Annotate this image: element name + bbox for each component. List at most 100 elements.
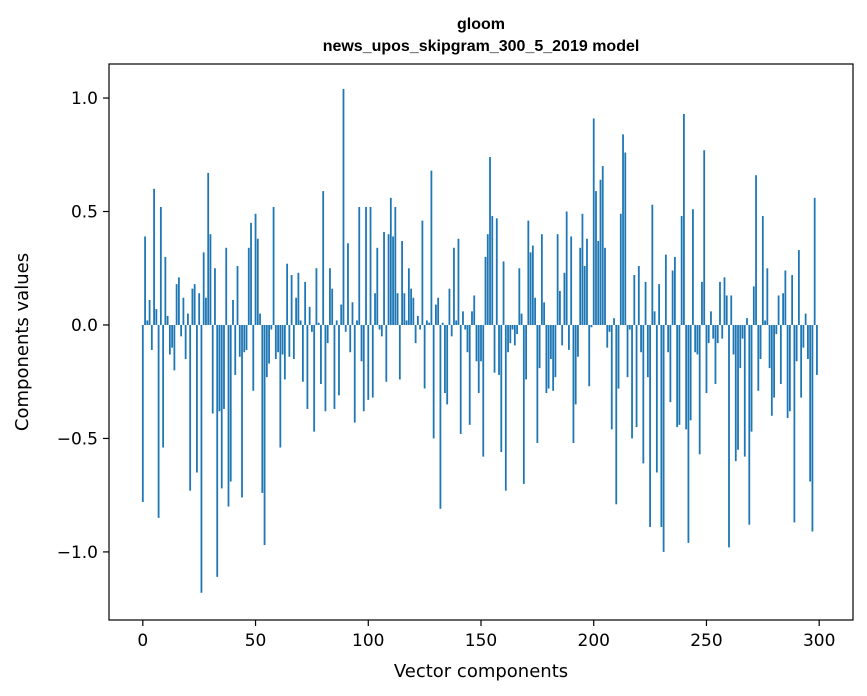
bar-56 <box>268 324 270 364</box>
bar-188 <box>565 211 568 325</box>
bar-190 <box>570 236 573 325</box>
x-axis-label: Vector components <box>394 661 568 682</box>
bar-134 <box>444 324 446 394</box>
bar-142 <box>462 311 464 325</box>
bar-207 <box>608 324 611 332</box>
bar-14 <box>173 324 176 371</box>
bar-252 <box>710 311 712 325</box>
bar-60 <box>277 324 279 353</box>
bar-168 <box>520 313 523 325</box>
x-axis-ticks: 0 50 100 150 200 250 300 <box>137 620 835 651</box>
bar-40 <box>232 300 234 325</box>
bar-172 <box>529 252 532 325</box>
bar-137 <box>450 324 453 337</box>
bar-180 <box>547 324 550 389</box>
bar-46 <box>245 324 248 350</box>
bar-299 <box>816 324 818 375</box>
bar-25 <box>198 293 201 325</box>
bar-102 <box>371 324 374 398</box>
bar-173 <box>531 245 534 325</box>
bar-10 <box>164 256 167 325</box>
bar-105 <box>378 324 381 330</box>
bar-114 <box>398 324 401 380</box>
bar-83 <box>329 268 331 325</box>
bar-220 <box>637 265 640 325</box>
bar-298 <box>813 197 816 325</box>
bar-85 <box>333 324 336 409</box>
y-axis-label: Components values <box>12 253 33 431</box>
bar-177 <box>540 234 543 325</box>
bar-90 <box>344 324 347 332</box>
bar-248 <box>701 281 703 325</box>
bar-94 <box>353 324 356 423</box>
bar-240 <box>683 113 685 325</box>
bar-110 <box>389 197 392 325</box>
bar-235 <box>671 270 674 325</box>
bar-100 <box>367 324 370 400</box>
bar-6 <box>155 309 158 325</box>
bar-120 <box>412 297 415 325</box>
bar-284 <box>782 293 785 325</box>
bar-13 <box>171 324 174 348</box>
bar-139 <box>455 320 458 325</box>
bar-0 <box>141 324 144 502</box>
bar-119 <box>410 288 413 325</box>
bar-265 <box>739 324 742 369</box>
bar-51 <box>256 238 259 325</box>
bar-202 <box>597 241 600 325</box>
bar-92 <box>349 324 352 353</box>
bar-126 <box>425 320 428 325</box>
bar-272 <box>755 175 757 325</box>
bar-122 <box>416 315 419 325</box>
bar-82 <box>326 324 329 344</box>
bar-3 <box>148 300 151 325</box>
bar-155 <box>491 216 494 325</box>
bar-78 <box>317 322 320 325</box>
bar-129 <box>432 324 435 439</box>
bar-117 <box>405 320 408 325</box>
bar-290 <box>795 324 798 362</box>
bar-111 <box>392 236 394 325</box>
bar-176 <box>538 324 541 369</box>
bar-59 <box>274 324 277 360</box>
bar-210 <box>615 324 618 505</box>
bar-197 <box>586 238 588 325</box>
bar-221 <box>640 324 642 353</box>
bar-277 <box>766 268 769 325</box>
bar-112 <box>394 206 397 325</box>
bar-276 <box>764 320 766 325</box>
bar-146 <box>471 311 473 325</box>
bar-76 <box>313 324 316 432</box>
bar-254 <box>714 324 717 384</box>
y-tick-label-2: 0.0 <box>71 316 98 336</box>
bar-244 <box>692 209 694 325</box>
bar-69 <box>297 272 300 325</box>
bar-162 <box>507 324 509 353</box>
bar-198 <box>588 324 591 387</box>
bar-152 <box>484 256 487 325</box>
bar-30 <box>209 234 212 325</box>
bar-150 <box>480 324 482 362</box>
bar-31 <box>211 324 214 414</box>
bar-241 <box>685 324 688 430</box>
bar-215 <box>626 324 629 378</box>
bar-55 <box>265 324 268 378</box>
bar-255 <box>716 324 719 344</box>
bar-183 <box>554 324 557 378</box>
bar-138 <box>453 247 455 325</box>
bar-246 <box>696 324 699 355</box>
bar-174 <box>534 297 537 325</box>
bar-189 <box>568 324 570 350</box>
bar-239 <box>680 216 683 325</box>
bar-22 <box>191 288 194 325</box>
bar-113 <box>396 293 399 325</box>
bar-128 <box>430 170 433 325</box>
bar-263 <box>734 324 737 462</box>
bar-133 <box>441 322 444 325</box>
bar-262 <box>732 324 735 355</box>
bar-66 <box>290 275 293 325</box>
bar-163 <box>509 324 512 344</box>
bar-160 <box>502 261 505 325</box>
bar-79 <box>320 324 322 384</box>
bar-52 <box>259 313 261 325</box>
